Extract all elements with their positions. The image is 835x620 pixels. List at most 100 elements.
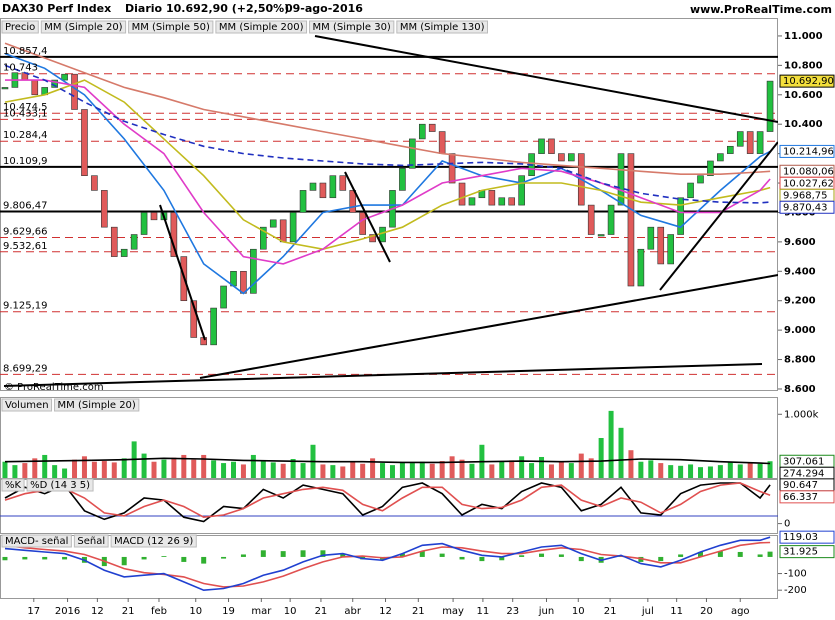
- bar: [121, 556, 127, 566]
- bar: [767, 551, 773, 557]
- bar: [688, 464, 694, 478]
- legend-box: [309, 20, 395, 34]
- legend-box: [396, 20, 488, 34]
- bar: [479, 556, 485, 562]
- candle: [697, 175, 704, 184]
- x-tick-label: 21: [122, 606, 135, 617]
- candle: [339, 175, 347, 191]
- last-value-label: 10.692,90: [783, 76, 834, 87]
- legend-label: MM (Simple 30): [313, 22, 391, 33]
- level-label: 10.433,1: [3, 108, 48, 119]
- copyright: © ProRealTime.com: [4, 382, 104, 393]
- bar: [578, 453, 584, 478]
- legend-box: [1, 20, 39, 34]
- bar: [2, 556, 8, 561]
- last-value-label: 66.337: [783, 492, 818, 503]
- level-label: 10.474,5: [3, 102, 48, 113]
- bar: [300, 463, 306, 478]
- bar: [42, 556, 48, 560]
- bar: [539, 553, 545, 557]
- bar: [62, 556, 68, 560]
- candle: [498, 197, 506, 206]
- bar: [111, 462, 117, 478]
- bar: [2, 461, 8, 478]
- candle: [538, 138, 545, 154]
- x-tick-label: 12: [91, 606, 104, 617]
- y-tick-label: 10.800: [784, 60, 823, 71]
- legend-box: [128, 20, 214, 34]
- y-tick-label: 8.600: [784, 384, 816, 395]
- legend-label: %K: [5, 480, 22, 491]
- y-tick-label: 9.600: [784, 237, 816, 248]
- level-label: 9.806,47: [3, 201, 48, 212]
- series-line: [4, 457, 771, 465]
- candle: [746, 131, 754, 154]
- bar: [250, 454, 256, 478]
- bar: [141, 556, 147, 560]
- candle: [31, 79, 39, 96]
- bar: [141, 453, 147, 478]
- level-label: 9.629,66: [3, 227, 48, 238]
- last-value-box: [779, 200, 835, 214]
- bar: [459, 459, 465, 478]
- x-tick-label: 11: [670, 606, 683, 617]
- last-value-label: 10.080,06: [783, 166, 834, 177]
- bar: [737, 464, 743, 478]
- series-line: [4, 482, 771, 523]
- x-tick-label: jun: [538, 606, 554, 617]
- candle: [687, 182, 694, 199]
- candle: [210, 307, 217, 346]
- stochastic-plot: [0, 482, 778, 523]
- x-tick-label: may: [442, 606, 464, 617]
- candle: [319, 182, 327, 199]
- bar: [469, 463, 475, 478]
- candle: [1, 87, 9, 90]
- bar: [81, 456, 87, 478]
- last-value-label: 274.294: [783, 468, 824, 479]
- bar: [72, 459, 78, 478]
- bar: [409, 463, 415, 478]
- legend-label: Volumen: [5, 400, 49, 411]
- x-tick-label: 11: [477, 606, 490, 617]
- bar: [499, 556, 505, 561]
- bar: [22, 463, 28, 478]
- bar: [151, 461, 157, 478]
- candle: [150, 212, 158, 221]
- bar: [230, 461, 236, 478]
- x-tick-label: 20: [700, 606, 713, 617]
- bar: [638, 461, 644, 478]
- last-value-label: 9.968,75: [783, 190, 828, 201]
- candle: [279, 219, 287, 243]
- candle: [677, 197, 684, 235]
- volume-plot: [2, 410, 773, 478]
- legend-label: MM (Simple 130): [400, 22, 485, 33]
- bar: [32, 458, 38, 478]
- candle: [289, 212, 297, 243]
- candle: [707, 160, 714, 176]
- bar: [290, 459, 296, 478]
- candle: [667, 234, 674, 265]
- bar: [320, 464, 326, 478]
- candle: [637, 248, 645, 287]
- legend-label: MM (Simple 50): [132, 22, 210, 33]
- bar: [399, 462, 405, 478]
- x-tick-label: 19: [222, 606, 235, 617]
- legend-label: MM (Simple 200): [219, 22, 304, 33]
- legend-box: [1, 534, 72, 548]
- bar: [737, 551, 743, 557]
- candle: [379, 226, 386, 243]
- macd-plot: [2, 536, 773, 592]
- candle: [657, 226, 665, 265]
- y-tick-label: -200: [784, 585, 807, 596]
- candle: [359, 212, 366, 235]
- last-value-label: 9.870,43: [783, 202, 828, 213]
- bar: [697, 467, 703, 478]
- bar: [91, 461, 97, 478]
- x-tick-label: 2016: [55, 606, 80, 617]
- bar: [52, 465, 58, 478]
- candle: [250, 248, 257, 294]
- bar: [419, 551, 425, 557]
- candle: [418, 123, 426, 140]
- level-label: 10.284,4: [3, 130, 48, 141]
